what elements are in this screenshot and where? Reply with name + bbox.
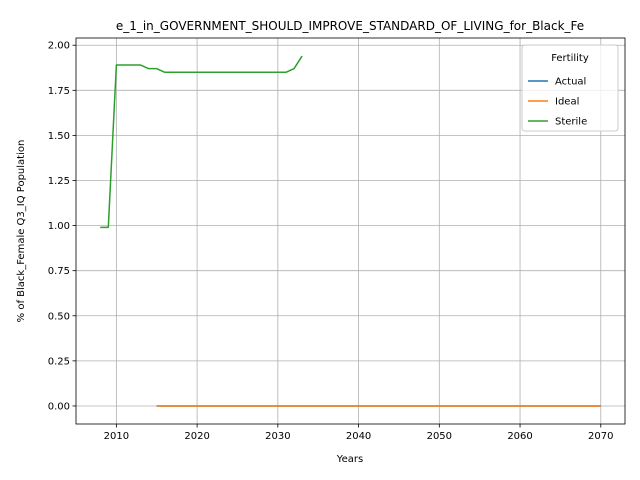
chart-title: e_1_in_GOVERNMENT_SHOULD_IMPROVE_STANDAR… bbox=[116, 19, 584, 33]
x-tick-label: 2040 bbox=[346, 431, 371, 442]
y-tick-label: 0.25 bbox=[48, 356, 70, 367]
x-tick-label: 2060 bbox=[507, 431, 532, 442]
y-tick-label: 1.75 bbox=[48, 86, 70, 97]
x-tick-label: 2010 bbox=[104, 431, 129, 442]
y-tick-label: 0.50 bbox=[48, 311, 70, 322]
series-line-sterile bbox=[100, 55, 303, 229]
legend-label-ideal: Ideal bbox=[555, 97, 579, 108]
x-tick-label: 2070 bbox=[588, 431, 613, 442]
plot-frame bbox=[75, 37, 626, 425]
x-axis-label: Years bbox=[336, 454, 363, 465]
legend: Fertility Actual Ideal Sterile bbox=[521, 44, 619, 132]
series-lines bbox=[100, 55, 601, 407]
x-tick-label: 2030 bbox=[265, 431, 290, 442]
y-tick-label: 1.00 bbox=[48, 221, 70, 232]
x-axis-ticks: 2010 2020 2030 2040 2050 2060 2070 bbox=[104, 424, 614, 442]
legend-title: Fertility bbox=[551, 53, 589, 64]
y-axis-ticks: 0.00 0.25 0.50 0.75 1.00 1.25 1.50 1.75 2.00 bbox=[48, 41, 76, 412]
grid-lines bbox=[76, 38, 625, 424]
x-tick-label: 2050 bbox=[427, 431, 452, 442]
y-axis-label: % of Black_Female Q3_IQ Population bbox=[16, 140, 27, 323]
y-tick-label: 1.50 bbox=[48, 131, 70, 142]
y-tick-label: 1.25 bbox=[48, 176, 70, 187]
y-tick-label: 0.75 bbox=[48, 266, 70, 277]
legend-label-sterile: Sterile bbox=[555, 117, 587, 128]
legend-box bbox=[521, 44, 619, 132]
y-tick-label: 2.00 bbox=[48, 41, 70, 52]
y-tick-label: 0.00 bbox=[48, 401, 70, 412]
x-tick-label: 2020 bbox=[184, 431, 209, 442]
legend-label-actual: Actual bbox=[555, 77, 586, 88]
